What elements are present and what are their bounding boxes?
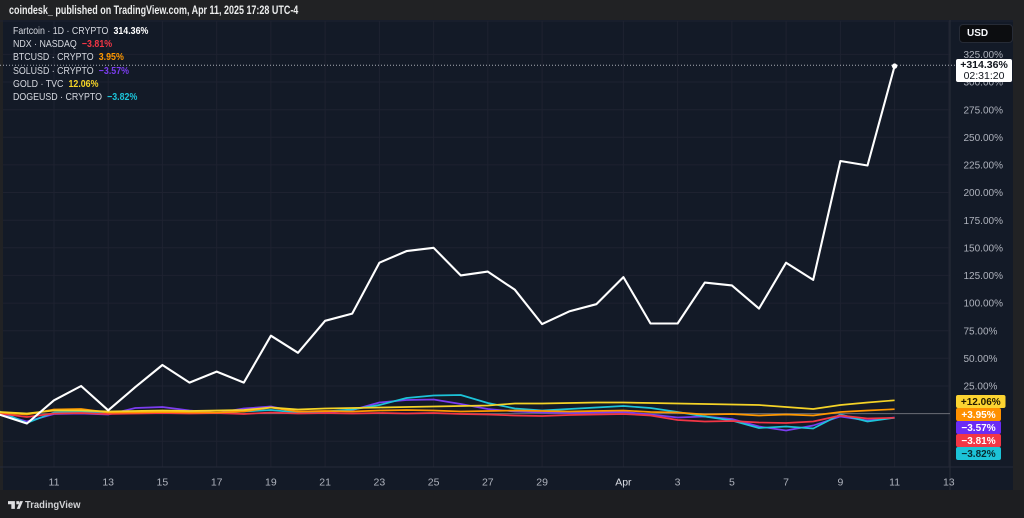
svg-text:+3.95%: +3.95%: [961, 410, 995, 421]
svg-text:29: 29: [536, 477, 548, 489]
svg-text:3: 3: [675, 477, 681, 489]
svg-text:13: 13: [102, 477, 114, 489]
svg-text:7: 7: [783, 477, 789, 489]
svg-text:27: 27: [482, 477, 494, 489]
svg-text:25: 25: [428, 477, 440, 489]
svg-text:−3.57%: −3.57%: [961, 423, 995, 434]
svg-text:−3.82%: −3.82%: [961, 449, 995, 460]
svg-text:11: 11: [889, 477, 900, 489]
svg-text:250.00%: 250.00%: [964, 133, 1004, 144]
svg-text:100.00%: 100.00%: [964, 299, 1004, 310]
svg-text:75.00%: 75.00%: [964, 326, 998, 337]
svg-text:21: 21: [319, 477, 331, 489]
svg-text:5: 5: [729, 477, 735, 489]
svg-text:23: 23: [374, 477, 386, 489]
svg-text:150.00%: 150.00%: [964, 243, 1004, 254]
svg-text:325.00%: 325.00%: [964, 50, 1004, 61]
svg-text:300.00%: 300.00%: [964, 78, 1004, 89]
svg-text:11: 11: [49, 477, 60, 489]
svg-text:15: 15: [157, 477, 169, 489]
svg-text:+12.06%: +12.06%: [961, 397, 1001, 408]
svg-text:Apr: Apr: [615, 477, 632, 489]
svg-text:19: 19: [265, 477, 277, 489]
svg-text:275.00%: 275.00%: [964, 105, 1004, 116]
svg-text:9: 9: [837, 477, 843, 489]
svg-text:200.00%: 200.00%: [964, 188, 1004, 199]
svg-text:13: 13: [943, 477, 955, 489]
svg-text:25.00%: 25.00%: [964, 382, 998, 393]
svg-text:175.00%: 175.00%: [964, 216, 1004, 227]
svg-text:−3.81%: −3.81%: [961, 436, 995, 447]
svg-text:125.00%: 125.00%: [964, 271, 1004, 282]
svg-text:17: 17: [211, 477, 223, 489]
svg-text:225.00%: 225.00%: [964, 161, 1004, 172]
svg-text:50.00%: 50.00%: [964, 354, 998, 365]
